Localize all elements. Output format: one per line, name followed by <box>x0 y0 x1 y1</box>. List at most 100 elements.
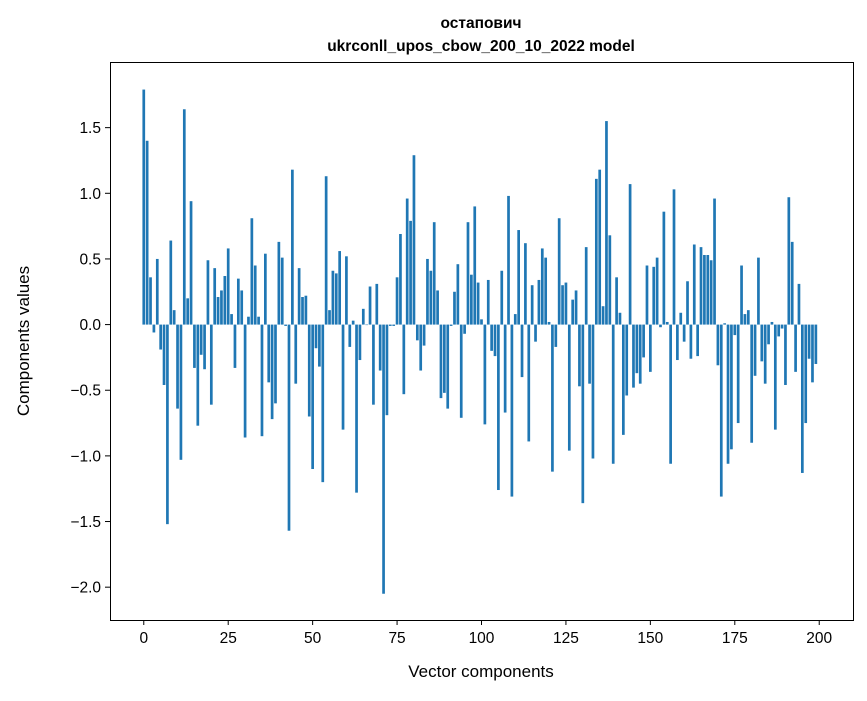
bar-102 <box>486 279 490 325</box>
bar-164 <box>696 324 699 357</box>
x-tick-label: 175 <box>722 630 748 647</box>
bar-22 <box>216 297 220 325</box>
bar-148 <box>642 324 645 358</box>
bar-46 <box>297 268 301 325</box>
bar-194 <box>797 283 801 325</box>
bar-33 <box>253 265 257 325</box>
bar-101 <box>483 324 487 425</box>
bar-137 <box>605 121 608 325</box>
bar-197 <box>807 324 811 359</box>
bar-116 <box>534 324 537 342</box>
bar-144 <box>628 184 632 325</box>
x-tick-label: 75 <box>388 630 405 647</box>
bar-171 <box>719 324 723 497</box>
bar-6 <box>162 324 166 385</box>
bar-94 <box>459 324 463 418</box>
bar-173 <box>726 324 730 464</box>
bar-156 <box>669 324 672 464</box>
bar-172 <box>723 323 727 325</box>
bar-36 <box>264 253 267 325</box>
bar-68 <box>372 324 375 405</box>
bar-19 <box>206 260 210 325</box>
bar-108 <box>507 195 510 325</box>
y-tick-label: 1.5 <box>79 120 101 137</box>
bar-45 <box>294 324 298 384</box>
y-tick-label: −1.0 <box>70 448 101 465</box>
bar-93 <box>456 264 460 325</box>
bar-86 <box>432 222 436 325</box>
bar-75 <box>395 277 399 325</box>
bar-20 <box>209 324 213 405</box>
bar-190 <box>784 324 787 385</box>
bar-110 <box>513 314 517 325</box>
bar-43 <box>287 324 291 531</box>
bar-122 <box>554 324 558 347</box>
bar-154 <box>662 211 666 325</box>
bar-8 <box>169 240 173 325</box>
bar-38 <box>270 324 274 420</box>
bar-41 <box>280 257 284 325</box>
bar-170 <box>716 324 720 366</box>
bar-62 <box>351 320 355 325</box>
bar-192 <box>790 241 794 325</box>
bar-17 <box>199 324 203 355</box>
bar-193 <box>794 324 797 372</box>
bar-99 <box>476 282 480 325</box>
x-tick-label: 50 <box>304 630 322 647</box>
bar-66 <box>365 324 369 326</box>
bar-58 <box>338 251 342 325</box>
bar-47 <box>301 297 304 325</box>
x-tick-label: 150 <box>637 630 663 647</box>
bar-184 <box>763 324 767 384</box>
bar-85 <box>429 270 433 325</box>
bar-97 <box>470 274 473 325</box>
bar-32 <box>250 218 254 325</box>
bar-15 <box>193 324 196 368</box>
bar-113 <box>524 243 527 325</box>
bar-2 <box>149 277 152 325</box>
bar-74 <box>392 324 396 326</box>
bar-166 <box>703 255 706 325</box>
bar-125 <box>564 282 568 325</box>
bar-80 <box>412 155 416 325</box>
bar-126 <box>567 324 571 451</box>
bar-165 <box>699 247 703 325</box>
bar-114 <box>527 324 531 442</box>
bar-174 <box>730 324 733 450</box>
bar-181 <box>753 324 757 376</box>
bar-64 <box>358 324 362 361</box>
bar-185 <box>767 324 770 345</box>
bar-138 <box>608 235 612 325</box>
bar-21 <box>213 268 217 325</box>
bar-70 <box>378 324 382 371</box>
bar-191 <box>787 197 791 325</box>
bar-56 <box>331 270 335 325</box>
bar-196 <box>804 324 808 424</box>
bar-107 <box>503 324 507 413</box>
bar-152 <box>655 257 659 325</box>
bar-115 <box>530 285 534 325</box>
bar-79 <box>409 220 412 325</box>
bar-96 <box>466 222 470 325</box>
bar-186 <box>770 321 774 325</box>
bar-121 <box>551 324 554 472</box>
y-axis: −2.0 −1.5 −1.0 −0.5 0.0 0.5 1.0 1.5 <box>70 120 110 597</box>
bar-162 <box>689 324 693 359</box>
bar-28 <box>236 278 240 325</box>
bar-11 <box>179 324 183 460</box>
bar-30 <box>243 324 247 438</box>
bar-67 <box>368 286 372 325</box>
bar-147 <box>638 324 642 384</box>
bar-135 <box>598 169 602 325</box>
bar-23 <box>220 290 223 325</box>
bar-4 <box>155 258 159 325</box>
plot-frame <box>110 62 854 621</box>
bar-150 <box>649 324 652 372</box>
bar-104 <box>493 324 497 357</box>
bar-167 <box>706 255 710 325</box>
bar-76 <box>399 233 402 325</box>
y-axis-label: Components values <box>14 266 33 416</box>
bar-73 <box>388 324 392 326</box>
bar-129 <box>578 324 581 387</box>
bar-176 <box>736 324 740 424</box>
